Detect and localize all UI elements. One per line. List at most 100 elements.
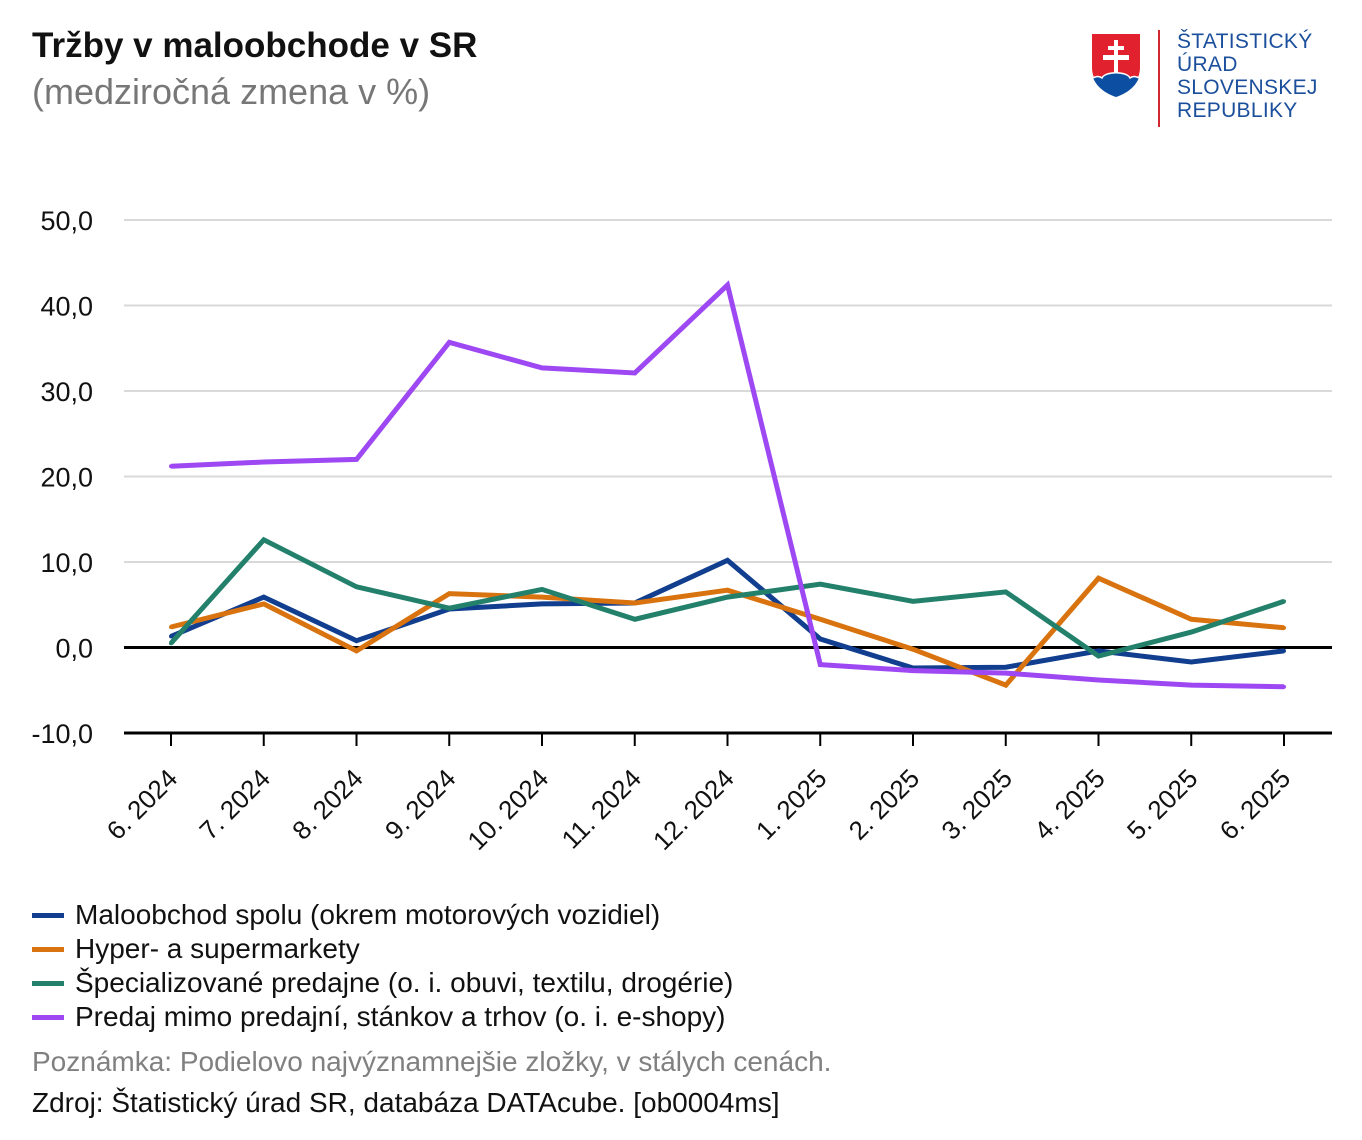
x-tick-label: 1. 2025 bbox=[750, 763, 833, 846]
x-tick-label: 12. 2024 bbox=[647, 763, 740, 856]
y-tick-label: 30,0 bbox=[40, 377, 93, 407]
data-point bbox=[1096, 677, 1101, 682]
series-3 bbox=[169, 536, 1286, 659]
data-point bbox=[1096, 648, 1101, 653]
data-point bbox=[1282, 599, 1286, 604]
legend-swatch bbox=[32, 912, 64, 918]
data-point bbox=[261, 459, 266, 464]
y-tick-label: 10,0 bbox=[40, 548, 93, 578]
data-point bbox=[447, 606, 452, 611]
legend-swatch bbox=[32, 980, 64, 986]
data-point bbox=[632, 617, 637, 622]
x-tick-label: 11. 2024 bbox=[556, 763, 647, 854]
logo-text-line: REPUBLIKY bbox=[1177, 99, 1298, 122]
series-2 bbox=[169, 575, 1286, 689]
data-point bbox=[911, 599, 915, 604]
x-tick-label: 8. 2024 bbox=[286, 763, 369, 846]
y-tick-label: 20,0 bbox=[40, 463, 93, 493]
logo-text-line: SLOVENSKEJ bbox=[1177, 76, 1318, 99]
data-point bbox=[1189, 617, 1194, 622]
x-tick-label: 4. 2025 bbox=[1028, 763, 1111, 846]
legend-item: Predaj mimo predajní, stánkov a trhov (o… bbox=[32, 1000, 733, 1034]
data-point bbox=[1096, 654, 1101, 659]
data-point bbox=[261, 537, 266, 542]
x-tick-label: 9. 2024 bbox=[379, 763, 462, 846]
data-point bbox=[1189, 660, 1194, 665]
legend-label: Predaj mimo predajní, stánkov a trhov (o… bbox=[75, 1001, 726, 1032]
series-4 bbox=[169, 280, 1286, 690]
double-cross bbox=[1103, 40, 1129, 75]
data-point bbox=[169, 464, 173, 469]
chart-source: Zdroj: Štatistický úrad SR, databáza DAT… bbox=[32, 1087, 780, 1118]
chart-note: Poznámka: Podielovo najvýznamnejšie zlož… bbox=[32, 1046, 832, 1077]
logo-text-line: ŠTATISTICKÝ bbox=[1177, 30, 1313, 53]
legend-label: Maloobchod spolu (okrem motorových vozid… bbox=[75, 899, 661, 930]
x-tick-label: 5. 2025 bbox=[1121, 763, 1204, 846]
chart-subtitle: (medziročná zmena v %) bbox=[32, 71, 431, 112]
data-point bbox=[447, 340, 452, 345]
logo-text-line: ÚRAD bbox=[1177, 53, 1238, 76]
line-chart: 50,0 40,0 30,0 20,0 10,0 0,0 -10,0 6. 2024 7. 2… bbox=[31, 206, 1332, 856]
chart-title: Tržby v maloobchode v SR bbox=[32, 26, 478, 65]
logo-text: ŠTATISTICKÝ ÚRAD SLOVENSKEJ REPUBLIKY bbox=[1177, 30, 1318, 122]
data-point bbox=[818, 662, 823, 667]
series-lines bbox=[169, 280, 1286, 690]
data-point bbox=[540, 365, 544, 370]
legend-swatch bbox=[32, 946, 64, 952]
legend-label: Špecializované predajne (o. i. obuvi, te… bbox=[75, 967, 734, 998]
x-tick-label: 7. 2024 bbox=[193, 763, 276, 846]
legend-swatch bbox=[32, 1014, 64, 1020]
data-point bbox=[1189, 683, 1194, 688]
data-point bbox=[540, 595, 544, 600]
y-tick-label: 40,0 bbox=[40, 292, 93, 322]
legend-item: Hyper- a supermarkety bbox=[32, 932, 733, 966]
data-point bbox=[818, 582, 823, 587]
legend-item: Špecializované predajne (o. i. obuvi, te… bbox=[32, 966, 733, 1000]
data-point bbox=[1003, 683, 1008, 688]
data-point bbox=[725, 282, 730, 287]
data-point bbox=[169, 634, 173, 639]
data-point bbox=[725, 558, 730, 563]
logo-divider bbox=[1158, 30, 1160, 127]
data-point bbox=[261, 595, 266, 600]
x-tick-label: 6. 2025 bbox=[1214, 763, 1297, 846]
data-point bbox=[911, 647, 915, 652]
data-point bbox=[911, 668, 915, 673]
data-point bbox=[447, 591, 452, 596]
data-point bbox=[1189, 630, 1194, 635]
data-point bbox=[354, 638, 359, 643]
data-point bbox=[540, 601, 544, 606]
data-point bbox=[354, 584, 359, 589]
data-point bbox=[1003, 665, 1008, 670]
data-point bbox=[1282, 625, 1286, 630]
data-point bbox=[169, 624, 173, 629]
y-tick-label: 50,0 bbox=[40, 206, 93, 236]
data-point bbox=[1282, 648, 1286, 653]
x-tick-label: 2. 2025 bbox=[843, 763, 926, 846]
data-point bbox=[725, 595, 730, 600]
axes: 6. 2024 7. 2024 8. 2024 9. 2024 10. 2024 11. … bbox=[101, 646, 1332, 856]
data-point bbox=[725, 588, 730, 593]
data-point bbox=[818, 617, 823, 622]
x-tick-label: 3. 2025 bbox=[935, 763, 1018, 846]
x-tick-label: 10. 2024 bbox=[461, 763, 554, 856]
data-point bbox=[632, 371, 637, 376]
x-tick-label: 6. 2024 bbox=[101, 763, 184, 846]
data-point bbox=[1003, 671, 1008, 676]
y-tick-label: -10,0 bbox=[31, 719, 93, 749]
data-point bbox=[540, 587, 544, 592]
gridlines: 50,0 40,0 30,0 20,0 10,0 0,0 -10,0 bbox=[31, 206, 1332, 749]
data-point bbox=[632, 601, 637, 606]
data-point bbox=[354, 648, 359, 653]
data-point bbox=[818, 636, 823, 641]
series-line bbox=[170, 280, 1285, 690]
y-tick-label: 0,0 bbox=[55, 634, 93, 664]
data-point bbox=[354, 457, 359, 462]
data-point bbox=[1096, 576, 1101, 581]
data-point bbox=[169, 641, 173, 646]
data-point bbox=[261, 601, 266, 606]
legend-item: Maloobchod spolu (okrem motorových vozid… bbox=[32, 898, 733, 932]
legend: Maloobchod spolu (okrem motorových vozid… bbox=[32, 898, 733, 1034]
legend-label: Hyper- a supermarkety bbox=[75, 933, 360, 964]
slovak-coat-of-arms-icon bbox=[1090, 32, 1142, 99]
